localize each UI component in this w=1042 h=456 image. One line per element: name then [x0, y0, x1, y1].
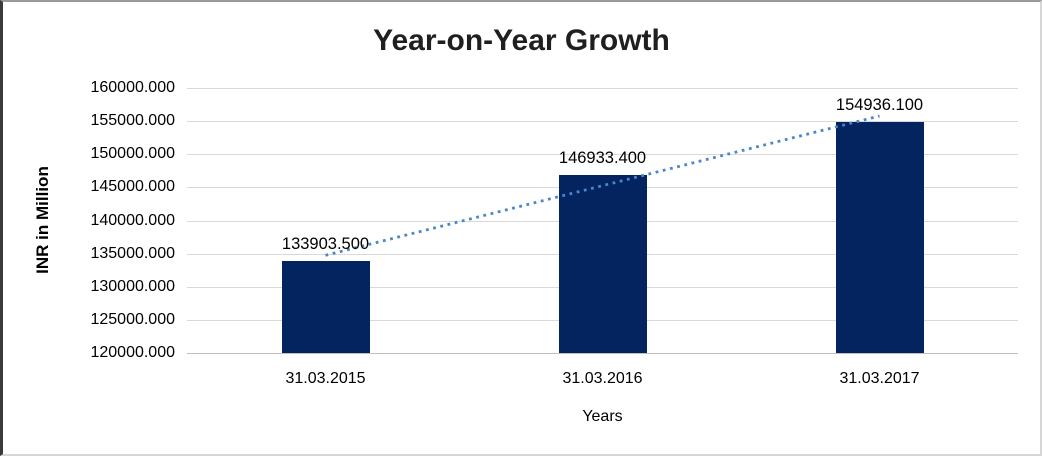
x-tick-label: 31.03.2015 [285, 370, 366, 387]
gridline [187, 353, 1018, 354]
y-tick-label: 145000.000 [90, 178, 175, 196]
trendline [325, 114, 880, 257]
gridline [187, 121, 1018, 123]
y-tick-label: 125000.000 [90, 310, 175, 328]
y-tick-label: 135000.000 [90, 244, 175, 262]
y-tick-label: 160000.000 [90, 79, 175, 96]
bar-31.03.2015 [281, 260, 370, 353]
y-tick-label: 130000.000 [90, 277, 175, 295]
gridline [187, 88, 1018, 89]
y-tick-label: 155000.000 [90, 112, 175, 130]
bar-data-label: 146933.400 [558, 148, 647, 167]
bar-data-label: 154936.100 [835, 95, 924, 114]
chart-title: Year-on-Year Growth [373, 24, 670, 57]
y-tick-label: 140000.000 [90, 211, 175, 229]
gridline [187, 154, 1018, 156]
plot-area [187, 88, 1018, 354]
x-tick-label: 31.03.2016 [562, 370, 643, 387]
bar-31.03.2016 [558, 174, 647, 353]
y-tick-label: 120000.000 [90, 344, 175, 361]
x-tick-label: 31.03.2017 [839, 370, 920, 387]
bar-31.03.2017 [835, 121, 924, 353]
y-tick-label: 150000.000 [90, 145, 175, 163]
x-axis-title: Years [582, 408, 623, 425]
bar-data-label: 133903.500 [281, 234, 370, 253]
